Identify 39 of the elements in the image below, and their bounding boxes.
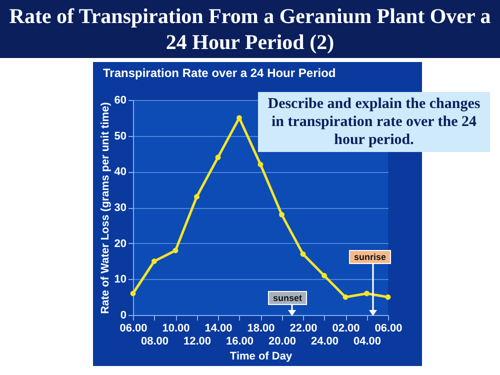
annotation: sunset bbox=[268, 291, 308, 305]
y-tick-label: 60 bbox=[114, 94, 126, 106]
chart-title: Rate of Transpiration From a Geranium Plant Over a 24 Hour Period (2) bbox=[0, 0, 500, 58]
x-tick-label: 08.00 bbox=[140, 336, 169, 348]
x-tick-label: 04.00 bbox=[353, 336, 382, 348]
point bbox=[364, 290, 370, 296]
y-tick-label: 0 bbox=[120, 310, 126, 322]
x-tick-label: 24.00 bbox=[310, 336, 339, 348]
y-axis-title: Rate of Water Loss (grams per unit time) bbox=[99, 102, 112, 314]
point bbox=[342, 294, 348, 300]
y-tick-label: 20 bbox=[114, 238, 126, 250]
point bbox=[172, 248, 178, 254]
x-axis-title: Time of Day bbox=[230, 350, 293, 362]
point bbox=[152, 258, 157, 264]
x-tick-label: 16.00 bbox=[226, 336, 254, 348]
annotation: sunrise bbox=[349, 250, 392, 264]
x-tick-label: 22.00 bbox=[290, 322, 318, 334]
x-tick-label: 02.00 bbox=[332, 322, 360, 334]
point bbox=[385, 294, 391, 300]
x-tick-label: 12.00 bbox=[183, 336, 212, 348]
point bbox=[194, 194, 200, 200]
point bbox=[215, 154, 221, 160]
point bbox=[258, 162, 264, 168]
point bbox=[322, 272, 327, 278]
x-tick-label: 06.00 bbox=[120, 322, 148, 334]
chart-subtitle: Transpiration Rate over a 24 Hour Period bbox=[103, 66, 336, 80]
y-tick-label: 10 bbox=[114, 274, 126, 286]
x-tick-label: 10.00 bbox=[162, 322, 190, 334]
point bbox=[130, 290, 136, 296]
x-tick-label: 14.00 bbox=[204, 322, 232, 334]
y-tick-label: 40 bbox=[114, 166, 126, 178]
x-tick-label: 20.00 bbox=[268, 336, 296, 348]
point bbox=[279, 212, 284, 218]
x-tick-label: 18.00 bbox=[247, 322, 275, 334]
x-tick-label: 06.00 bbox=[374, 322, 402, 334]
point bbox=[300, 251, 306, 257]
y-tick-label: 30 bbox=[114, 202, 126, 214]
annotation: Describe and explain the changes in transpiration rate over the 24 hour period. bbox=[258, 92, 490, 152]
y-tick-label: 50 bbox=[114, 130, 126, 142]
